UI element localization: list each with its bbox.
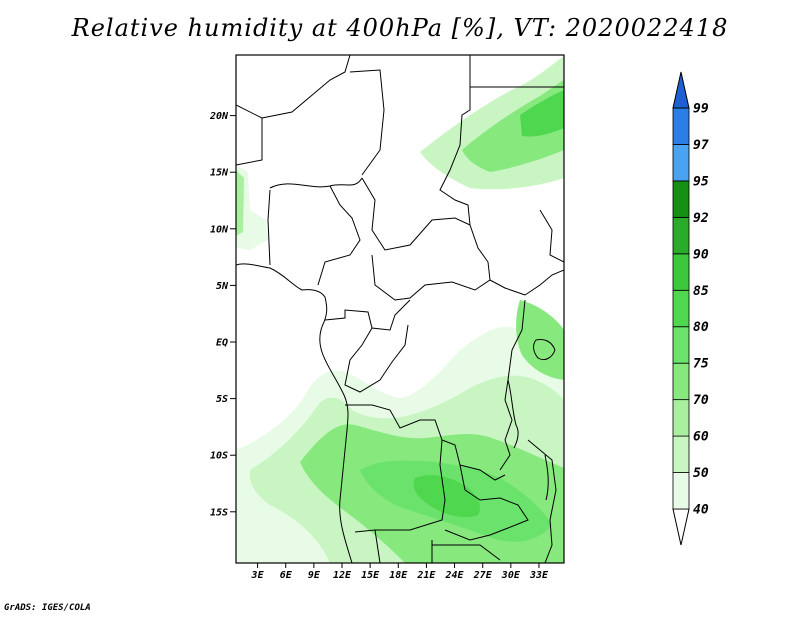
border-south-sudan-ethiopia: [524, 209, 564, 296]
colorbar-label: 90: [693, 247, 709, 262]
colorbar-segment: [672, 107, 690, 145]
lat-label: 15N: [210, 168, 229, 179]
border-car: [371, 254, 526, 301]
colorbar-label: 70: [693, 393, 709, 408]
lon-label: 9E: [308, 570, 321, 581]
colorbar-label: 60: [693, 430, 709, 445]
colorbar-segment: [672, 180, 690, 218]
lat-label: 5N: [216, 281, 229, 292]
humidity-area-northeast-peak: [520, 90, 564, 137]
border-mozambique: [527, 439, 557, 563]
lon-label: 24E: [445, 570, 465, 581]
colorbar-label: 80: [693, 320, 709, 335]
map-title: Relative humidity at 400hPa [%], VT: 202…: [71, 14, 729, 42]
colorbar-label: 50: [693, 466, 709, 481]
border-congo: [344, 324, 409, 393]
colorbar-segment: [672, 326, 690, 364]
coastline-west-africa: [236, 263, 353, 563]
colorbar-segment: [672, 144, 690, 182]
border-nile-region: [439, 55, 471, 226]
border-niger-nigeria: [269, 177, 363, 189]
colorbar-segment: [672, 399, 690, 437]
colorbar-segment: [672, 435, 690, 473]
colorbar-segment: [672, 472, 690, 510]
humidity-shading: [236, 56, 564, 563]
colorbar: 40 50 60 70 75 80 85 90 92 95 97 99: [672, 71, 709, 546]
humidity-area-west-coast-core: [236, 170, 244, 236]
colorbar-label: 75: [693, 357, 709, 372]
colorbar-segment: [672, 289, 690, 328]
lat-label: 10S: [210, 451, 228, 462]
colorbar-label: 40: [693, 503, 709, 518]
lon-label: 15E: [361, 570, 380, 581]
colorbar-label: 97: [693, 138, 709, 153]
colorbar-high-arrow: [672, 71, 690, 109]
colorbar-label: 92: [693, 211, 709, 226]
border-east-drc: [499, 299, 526, 471]
credit-label: GrADS: IGES/COLA: [4, 603, 91, 613]
lon-label: 18E: [389, 570, 408, 581]
lat-label: 5S: [216, 394, 228, 405]
lat-label: 15S: [210, 507, 228, 518]
humidity-area-west-coast: [236, 165, 268, 250]
lon-label: 3E: [251, 570, 265, 581]
colorbar-segment: [672, 253, 690, 291]
border-drc-angola: [345, 404, 506, 481]
lake-malawi: [544, 454, 549, 501]
border-chad: [361, 177, 491, 281]
lake-victoria: [533, 339, 556, 361]
border-nigeria: [267, 185, 361, 286]
humidity-area-south-max: [413, 475, 481, 518]
humidity-area-northeast-core: [462, 80, 564, 172]
lat-label: 20N: [209, 111, 229, 122]
lon-label: 33E: [529, 570, 549, 581]
colorbar-segment: [672, 216, 690, 255]
humidity-area-southeast: [516, 300, 564, 380]
colorbar-low-arrow: [672, 508, 690, 546]
latitude-axis: 20N 15N 10N 5N EQ 5S 10S 15S: [209, 111, 236, 518]
colorbar-label: 99: [693, 102, 709, 117]
longitude-axis: 3E 6E 9E 12E 15E 18E 21E 24E 27E 30E 33E: [251, 563, 549, 581]
colorbar-segment: [672, 362, 690, 401]
colorbar-label: 95: [693, 174, 709, 189]
lon-label: 12E: [333, 570, 352, 581]
country-borders: [236, 55, 564, 563]
lat-label: 10N: [210, 224, 229, 235]
border-north: [236, 55, 385, 176]
lon-label: 21E: [416, 570, 436, 581]
lon-label: 30E: [501, 570, 521, 581]
lat-label: EQ: [216, 338, 228, 349]
border-namibia-botswana: [374, 529, 501, 563]
lon-label: 27E: [473, 570, 493, 581]
lon-label: 6E: [280, 570, 293, 581]
map-frame: [235, 54, 565, 564]
border-zambia: [444, 464, 529, 541]
lake-tanganyika: [507, 379, 519, 449]
colorbar-label: 85: [693, 284, 709, 299]
border-cameroon-gabon: [324, 299, 411, 331]
